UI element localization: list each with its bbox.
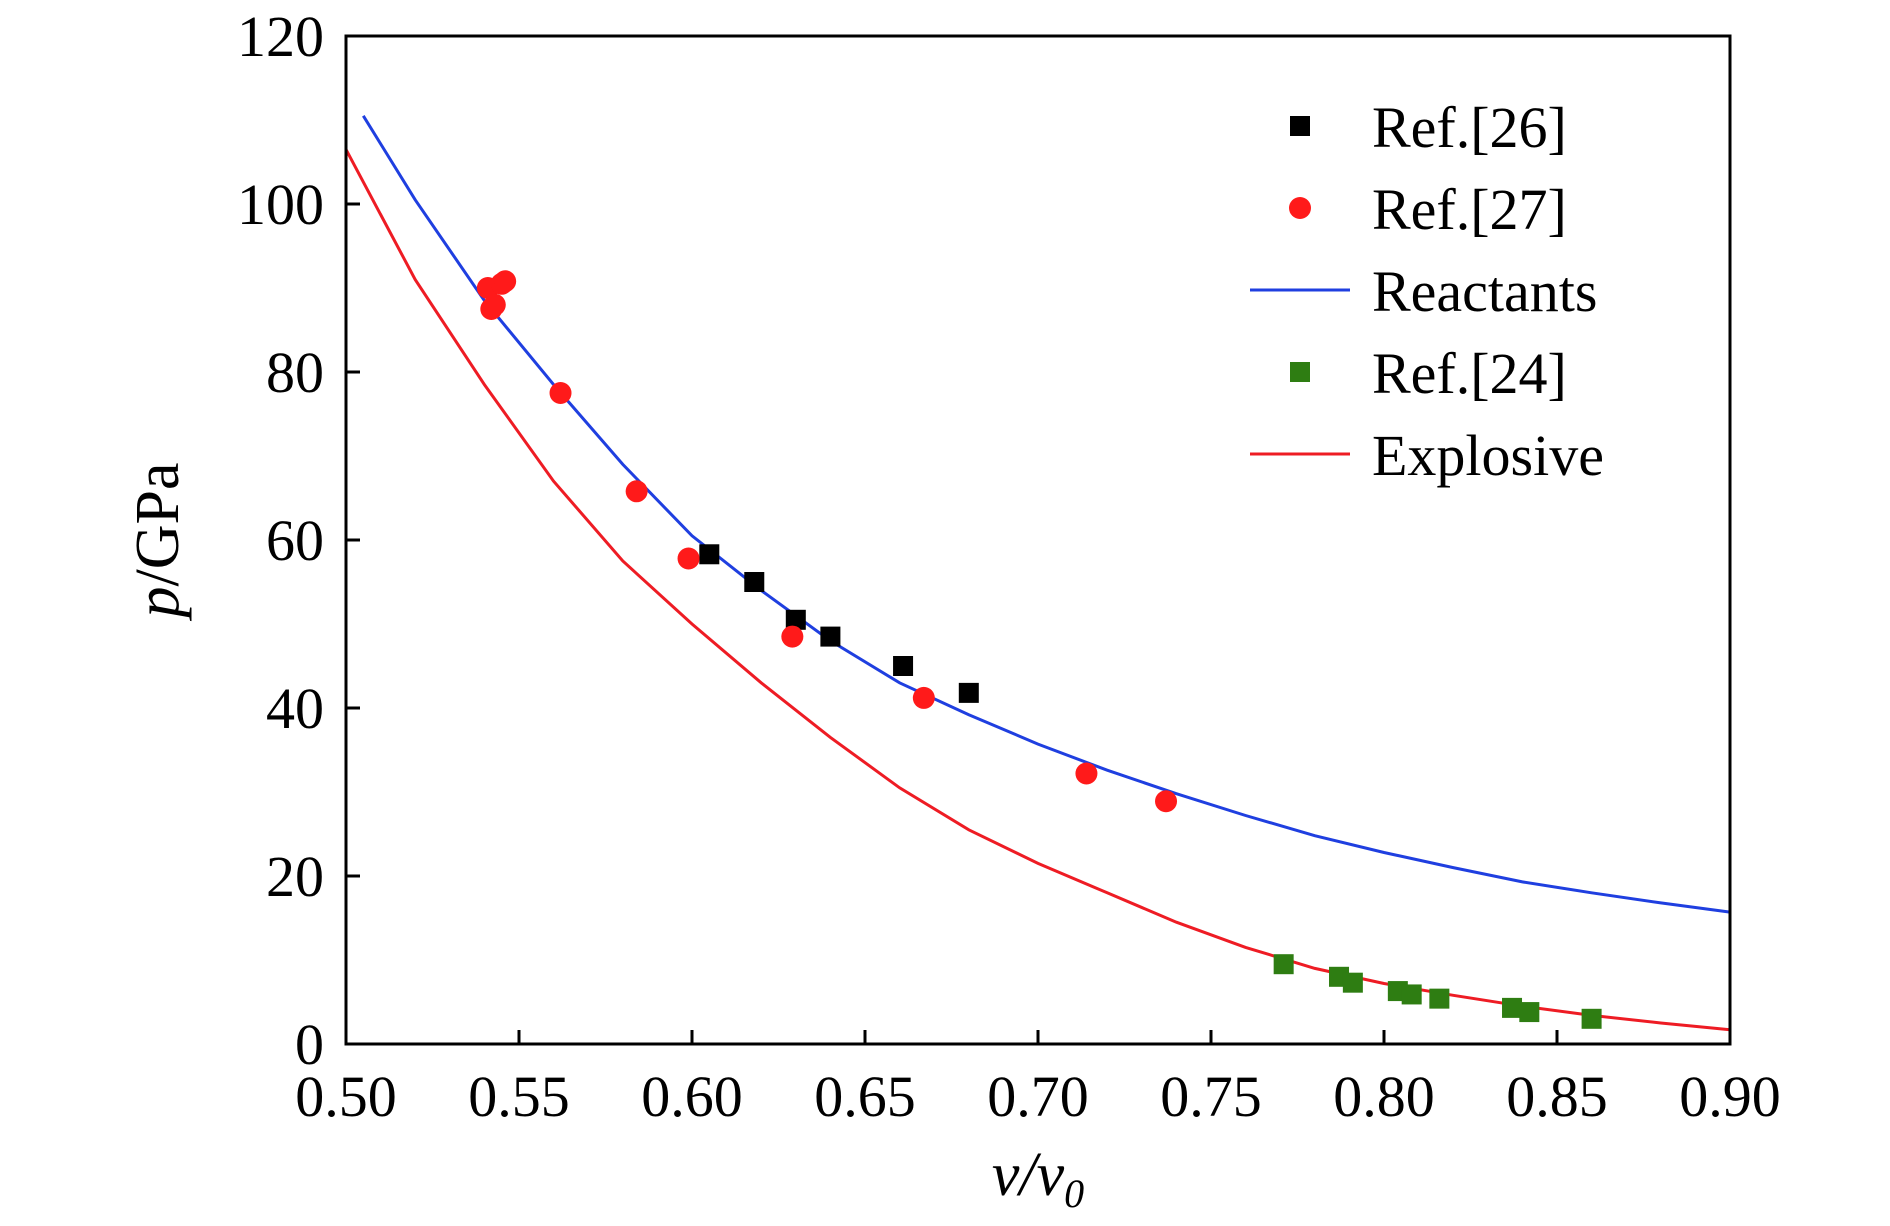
ref-24-point — [1519, 1002, 1540, 1023]
y-tick-label: 40 — [266, 676, 324, 741]
ref-24-series — [1273, 954, 1602, 1029]
legend-item-explosive: Explosive — [1250, 423, 1604, 488]
ref-24-point — [1273, 954, 1294, 975]
legend-item-ref-27: Ref.[27] — [1289, 177, 1567, 242]
y-tick-label: 0 — [295, 1012, 324, 1077]
ref-27-point — [1155, 790, 1178, 813]
x-tick-label: 0.65 — [814, 1064, 916, 1129]
ticks-layer: 0.50 0.55 0.60 0.65 0.70 0.75 0.80 0.85 0.90 0 20 4… — [237, 4, 1781, 1129]
ref-26-point — [785, 609, 806, 630]
series-layer — [344, 115, 1731, 1032]
ref-27-point — [483, 293, 506, 316]
x-tick-label: 0.75 — [1160, 1064, 1262, 1129]
y-tick-label: 100 — [237, 172, 324, 237]
x-tick-label: 0.85 — [1506, 1064, 1608, 1129]
ref-26-point — [744, 572, 765, 592]
y-axis-title: p/GPa — [124, 463, 192, 622]
y-tick-label: 120 — [237, 4, 324, 69]
x-tick-label: 0.80 — [1333, 1064, 1435, 1129]
legend-label: Ref.[24] — [1372, 341, 1567, 406]
explosive-curve — [344, 148, 1731, 1032]
y-tick-label: 20 — [266, 844, 324, 909]
legend: Ref.[26] Ref.[27] Reactants Ref.[24] Explosi… — [1250, 95, 1604, 488]
y-tick-label: 80 — [266, 340, 324, 405]
legend-item-ref-26: Ref.[26] — [1290, 95, 1567, 160]
x-axis-title: v/v0 — [992, 1141, 1084, 1216]
ref-26-point — [820, 626, 841, 647]
ref-24-point — [1342, 972, 1363, 993]
ref-26-series — [699, 544, 979, 703]
x-tick-label: 0.90 — [1679, 1064, 1781, 1129]
legend-item-ref-24: Ref.[24] — [1290, 341, 1567, 406]
ref-27-point — [549, 382, 572, 404]
legend-item-reactants: Reactants — [1250, 259, 1597, 324]
ref-27-point — [494, 270, 517, 293]
legend-label: Ref.[26] — [1372, 95, 1567, 160]
legend-label: Ref.[27] — [1372, 177, 1567, 242]
ref-27-point — [625, 480, 648, 503]
ref-27-point — [677, 547, 700, 570]
y-tick-label: 60 — [266, 508, 324, 573]
ref-27-series — [476, 270, 1178, 813]
ref-24-point — [1401, 984, 1422, 1005]
x-tick-label: 0.55 — [468, 1064, 570, 1129]
ref-24-point — [1581, 1008, 1602, 1029]
legend-marker-swatch — [1289, 197, 1311, 219]
legend-label: Reactants — [1372, 259, 1597, 324]
x-tick-label: 0.50 — [295, 1064, 397, 1129]
ref-26-point — [893, 656, 914, 676]
legend-marker-swatch — [1290, 362, 1310, 382]
ref-24-point — [1429, 988, 1450, 1009]
ref-24-point — [1502, 997, 1523, 1018]
legend-marker-swatch — [1290, 116, 1310, 136]
ref-26-point — [958, 682, 979, 703]
reactants-curve — [362, 115, 1731, 914]
ref-27-point — [912, 686, 935, 709]
x-tick-label: 0.70 — [987, 1064, 1089, 1129]
ref-27-point — [1075, 762, 1098, 785]
ref-26-point — [699, 544, 720, 565]
x-tick-label: 0.60 — [641, 1064, 743, 1129]
ref-27-point — [781, 625, 804, 648]
legend-label: Explosive — [1372, 423, 1604, 488]
